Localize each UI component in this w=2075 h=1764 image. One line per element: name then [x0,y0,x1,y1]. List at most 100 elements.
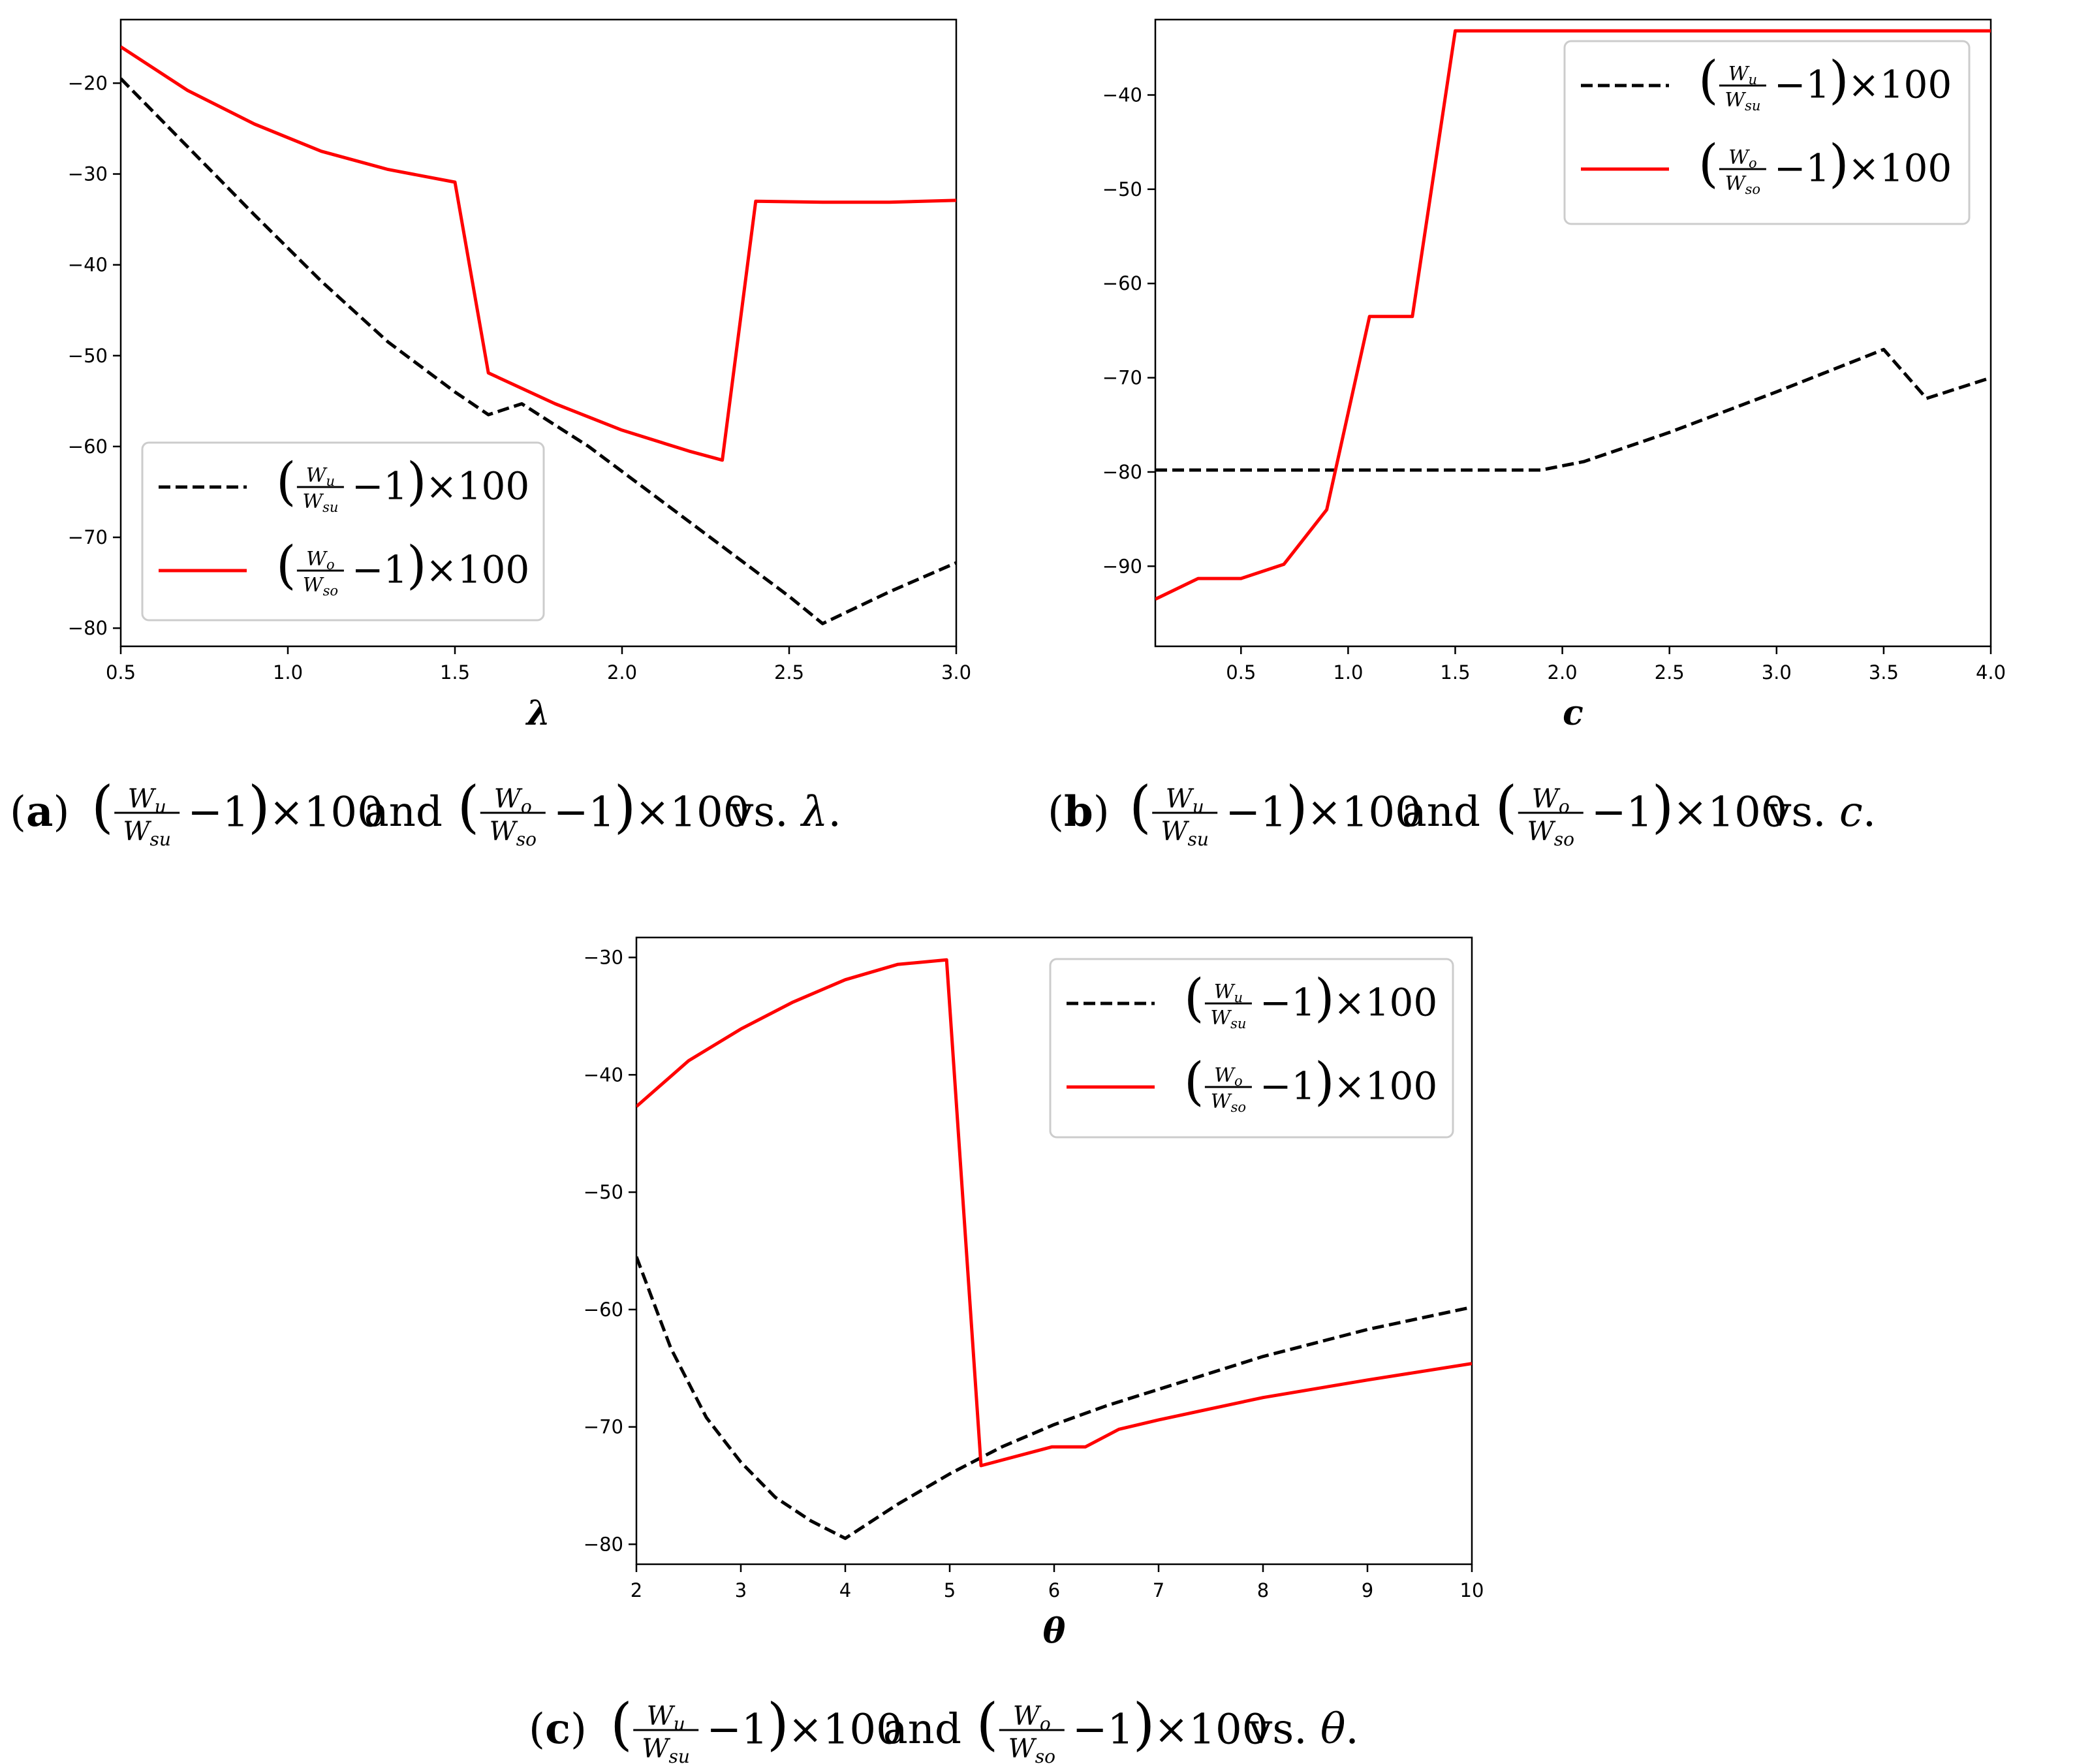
numerator: Wu [306,464,335,489]
right-paren: ) [1315,1052,1335,1112]
times-100: ×100 [1673,788,1788,836]
x-tick-label: 0.5 [1226,661,1256,684]
x-tick-label: 5 [944,1579,956,1601]
minus-one: −1 [706,1705,768,1754]
series-line-u [121,77,956,625]
denominator: Wsu [302,490,338,515]
x-tick-label: 2 [631,1579,642,1601]
caption-connector: and [1402,788,1480,836]
right-paren: ) [1829,51,1849,110]
y-tick-label: −40 [584,1063,623,1086]
times-100: ×100 [788,1705,903,1754]
denominator: Wso [1211,1090,1246,1115]
x-tick-label: 3.0 [1762,661,1792,684]
y-tick-label: −50 [584,1181,623,1203]
numerator: Wo [1013,1701,1051,1735]
denominator: Wso [490,817,537,850]
series-line-o [636,958,1472,1468]
minus-one: −1 [187,788,249,836]
denominator: Wsu [123,817,171,850]
times-100: ×100 [1848,63,1952,107]
x-tick-label: 8 [1257,1579,1269,1601]
right-paren: ) [407,452,427,512]
x-tick-label: 4 [839,1579,851,1601]
right-paren: ) [1829,134,1849,194]
denominator: Wso [1725,172,1760,197]
left-paren: ( [1184,969,1204,1028]
times-100: ×100 [1848,146,1952,191]
times-100: ×100 [635,788,750,836]
right-paren: ) [407,536,427,595]
caption-tag: (a) [10,787,69,836]
left-paren: ( [1698,134,1719,194]
minus-one: −1 [1260,981,1316,1025]
times-100: ×100 [269,788,384,836]
x-axis-title: θ [1043,1611,1066,1651]
times-100: ×100 [1334,981,1437,1025]
y-tick-label: −80 [1102,461,1142,483]
numerator: Wo [306,548,335,573]
y-tick-label: −90 [1102,555,1142,577]
caption-tail: vs. c. [1767,788,1876,836]
numerator: Wo [1214,1064,1243,1089]
left-paren: ( [1698,51,1719,110]
x-tick-label: 2.0 [1548,661,1578,684]
minus-one: −1 [1072,1705,1134,1754]
y-tick-label: −50 [68,345,108,367]
left-paren: ( [976,1692,999,1757]
x-axis-title: c [1563,693,1584,733]
denominator: Wsu [642,1734,690,1764]
times-100: ×100 [1307,788,1422,836]
denominator: Wso [303,574,338,599]
minus-one: −1 [1774,63,1830,107]
denominator: Wso [1008,1734,1055,1764]
minus-one: −1 [1774,146,1830,191]
caption-tail: vs. λ. [729,788,841,836]
chart-b: 0.5 1.0 1.5 2.0 2.5 3.0 3.5 4.0 −40 −50 −60 −70 −80 −… [1048,18,2006,850]
left-paren: ( [1129,774,1151,840]
x-tick-label: 3.0 [941,661,971,684]
y-tick-label: −30 [68,163,108,185]
numerator: Wu [1728,63,1757,87]
left-paren: ( [91,774,114,840]
x-tick-label: 1.5 [1440,661,1470,684]
right-paren: ) [614,774,636,840]
minus-one: −1 [554,788,615,836]
x-tick-label: 2.0 [607,661,637,684]
y-tick-label: −70 [1102,367,1142,389]
minus-one: −1 [1225,788,1287,836]
y-tick-label: −60 [1102,272,1142,294]
right-paren: ) [1652,774,1674,840]
left-paren: ( [1495,774,1518,840]
chart-a: 0.5 1.0 1.5 2.0 2.5 3.0 −20 −30 −40 −50 −60 −70 −80 λ… [10,18,971,850]
x-tick-label: 6 [1048,1579,1060,1601]
times-100: ×100 [1334,1064,1437,1109]
x-tick-label: 7 [1153,1579,1164,1601]
y-tick-label: −30 [584,947,623,969]
denominator: Wsu [1210,1007,1246,1032]
right-paren: ) [1315,969,1335,1028]
y-tick-label: −50 [1102,178,1142,200]
series-line-u [1155,347,1991,472]
y-tick-label: −70 [584,1416,623,1438]
plot-frame [119,18,958,648]
minus-one: −1 [352,548,408,592]
x-tick-label: 2.5 [774,661,804,684]
caption-tail: vs. θ. [1248,1705,1359,1754]
times-100: ×100 [1154,1705,1269,1754]
